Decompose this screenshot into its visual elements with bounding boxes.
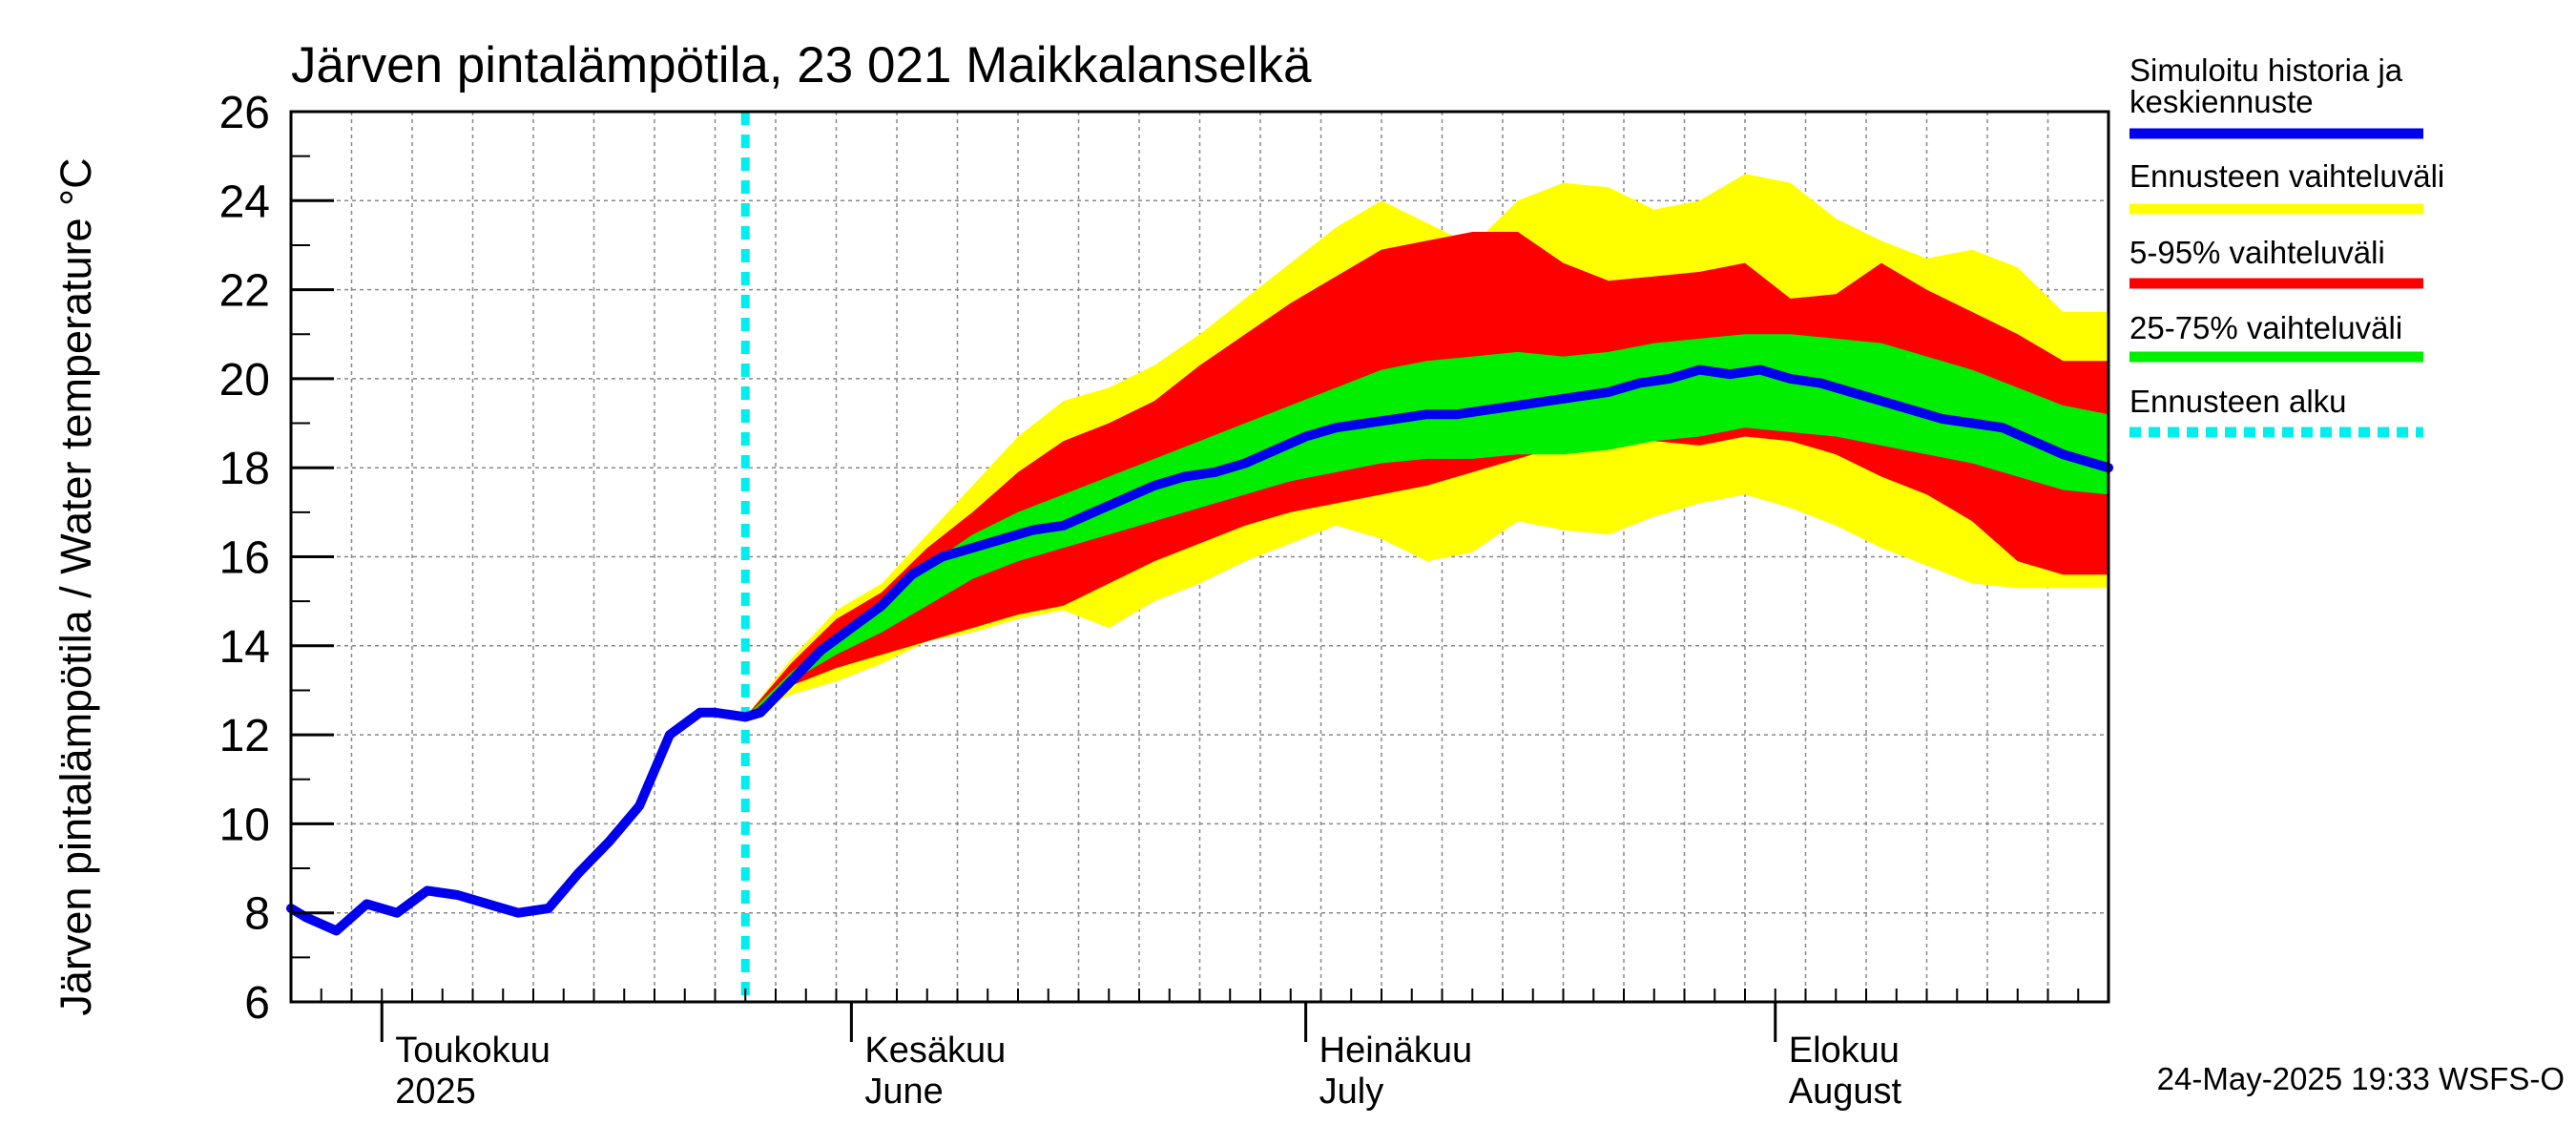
y-tick-label: 22: [219, 266, 270, 317]
x-month-label-fi: Elokuu: [1789, 1030, 1900, 1071]
axes: [289, 110, 2110, 1042]
y-axis-label: Järven pintalämpötila / Water temperatur…: [52, 157, 100, 1015]
y-tick-label: 10: [219, 800, 270, 850]
x-month-label-en: August: [1789, 1072, 1902, 1112]
legend-label: Ennusteen alku: [2129, 384, 2347, 419]
y-tick-label: 14: [219, 622, 270, 673]
chart-title: Järven pintalämpötila, 23 021 Maikkalans…: [291, 37, 1312, 94]
x-month-label-fi: Kesäkuu: [864, 1030, 1006, 1071]
y-tick-label: 6: [244, 978, 270, 1029]
y-tick-label: 20: [219, 355, 270, 406]
y-tick-labels: 6 8 10 12 14 16 18 20 22 24 26: [219, 88, 270, 1029]
legend-label: keskiennuste: [2129, 84, 2314, 119]
x-month-label-fi: Toukokuu: [395, 1030, 551, 1071]
x-month-label-en: 2025: [395, 1072, 476, 1112]
y-tick-label: 18: [219, 444, 270, 494]
y-tick-label: 26: [219, 88, 270, 138]
legend-label: 5-95% vaihteluväli: [2129, 235, 2385, 270]
series-lines: [286, 112, 2113, 1002]
mean-forecast-line: [286, 364, 2113, 936]
y-tick-label: 16: [219, 533, 270, 584]
y-tick-label: 8: [244, 889, 270, 940]
timestamp-footer: 24-May-2025 19:33 WSFS-O: [2157, 1061, 2565, 1096]
y-tick-label: 12: [219, 711, 270, 761]
legend-label: Simuloitu historia ja: [2129, 52, 2403, 88]
x-month-label-fi: Heinäkuu: [1319, 1030, 1473, 1071]
legend-label: Ennusteen vaihteluväli: [2129, 158, 2444, 194]
x-month-label-en: June: [864, 1072, 943, 1112]
y-tick-label: 24: [219, 177, 270, 227]
legend-label: 25-75% vaihteluväli: [2129, 310, 2402, 345]
x-month-label-en: July: [1319, 1072, 1384, 1112]
